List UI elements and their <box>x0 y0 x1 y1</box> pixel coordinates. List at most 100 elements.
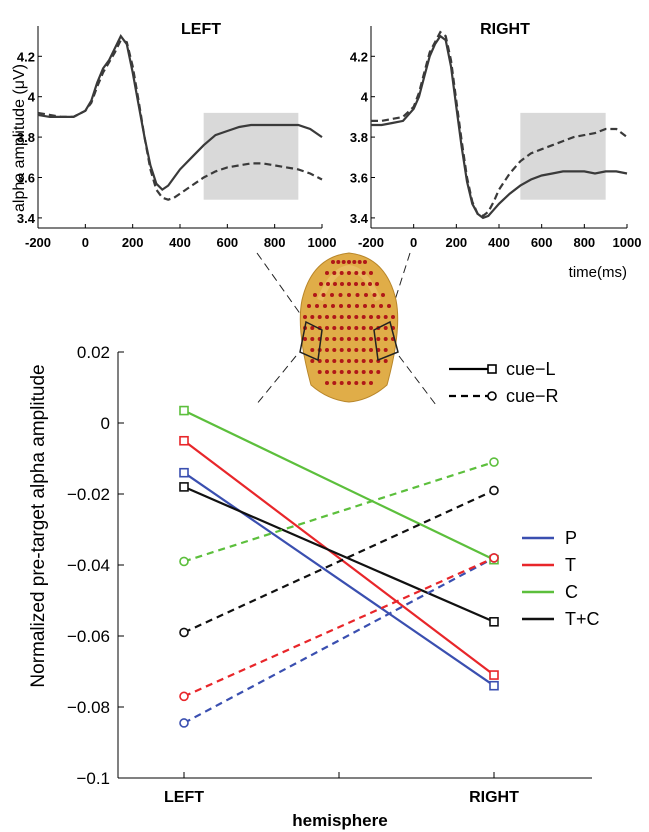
series-line-tplusc-cue-l <box>183 485 495 623</box>
electrode-dot <box>339 370 344 374</box>
x-tick-label: 400 <box>169 235 191 250</box>
electrode-dot <box>355 293 360 297</box>
electrode-dot <box>339 337 344 341</box>
legend-marker-circle <box>487 391 497 401</box>
marker-square <box>179 435 189 446</box>
series-line-tplusc-cue-r <box>183 489 495 634</box>
series-line-t-cue-r <box>183 556 495 698</box>
electrode-dot <box>383 326 388 330</box>
x-tick-label: 800 <box>573 235 595 250</box>
head-electrode-map-icon <box>255 252 437 406</box>
x-tick-label: 600 <box>216 235 238 250</box>
y-tick-label: 4.2 <box>350 49 368 64</box>
marker-square <box>179 482 189 492</box>
electrode-dot <box>332 381 337 385</box>
erp-panel-right: RIGHT time(ms) -200 0 200 400 600 800 1000 3.4 3… <box>350 21 642 281</box>
electrode-dot <box>361 271 366 275</box>
electrode-dot <box>325 271 329 275</box>
marker-circle <box>489 485 499 496</box>
y-tick-label: 3.8 <box>350 130 368 145</box>
electrode-dot <box>338 293 343 297</box>
y-tick-label: 3.6 <box>350 171 368 186</box>
y-tick-label: 3.4 <box>350 211 369 226</box>
x-axis-label-time: time(ms) <box>569 264 627 281</box>
x-tick-label: 1000 <box>308 235 337 250</box>
x-tick-label: 200 <box>445 235 467 250</box>
normalized-alpha-panel: Normalized pre-target alpha amplitude he… <box>28 343 600 830</box>
electrode-dot <box>313 293 317 297</box>
legend-label: C <box>565 582 578 602</box>
electrode-dot <box>354 381 359 385</box>
marker-circle <box>179 627 189 638</box>
electrode-dot <box>364 293 368 297</box>
series-line-dashed <box>37 38 323 201</box>
x-tick-label: -200 <box>25 235 51 250</box>
series-line-c-cue-r <box>183 461 495 563</box>
electrode-dot <box>317 370 322 374</box>
legend-region: PTC T+C <box>522 528 600 629</box>
x-tick-label: 600 <box>531 235 553 250</box>
electrode-dot <box>336 260 341 264</box>
electrode-dot <box>347 260 351 264</box>
electrode-dot <box>361 359 366 363</box>
electrode-dot <box>354 315 359 319</box>
y-tick-label: 4 <box>361 90 369 105</box>
x-tick-label: 0 <box>410 235 417 250</box>
x-tick-label: -200 <box>358 235 384 250</box>
electrode-dot <box>391 315 395 319</box>
series-line-t-cue-l <box>183 439 495 676</box>
electrode-dot <box>323 304 327 308</box>
panel-title-left: LEFT <box>181 21 221 38</box>
electrode-dot <box>383 337 388 341</box>
electrode-dot <box>339 304 343 308</box>
y-tick-label: −0.08 <box>67 698 110 717</box>
x-tick-label: 400 <box>488 235 510 250</box>
electrode-dot <box>369 326 373 330</box>
electrode-dot <box>319 282 323 286</box>
electrode-dot <box>361 370 366 374</box>
electrode-dot <box>347 293 351 297</box>
y-tick-label: −0.04 <box>67 556 110 575</box>
electrode-dot <box>347 315 351 319</box>
electrode-dot <box>383 348 388 352</box>
electrode-dot <box>347 348 351 352</box>
electrode-dot <box>355 304 359 308</box>
y-axis-label-normalized: Normalized pre-target alpha amplitude <box>28 364 49 687</box>
electrode-dot <box>354 348 359 352</box>
electrode-dot <box>361 315 366 319</box>
electrode-dot <box>363 260 367 264</box>
marker-circle <box>179 556 189 567</box>
electrode-dot <box>347 359 351 363</box>
electrode-dot <box>339 359 344 363</box>
highlight-window <box>203 112 299 200</box>
electrode-dot <box>347 370 351 374</box>
marker-circle <box>489 553 499 563</box>
electrode-dot <box>368 282 372 286</box>
electrode-dot <box>363 304 367 308</box>
electrode-dot <box>339 381 344 385</box>
electrode-dot <box>325 359 329 363</box>
electrode-dot <box>347 282 351 286</box>
electrode-dot <box>325 381 329 385</box>
y-tick-label: −0.02 <box>67 485 110 504</box>
electrode-dot <box>361 348 366 352</box>
electrode-dot <box>339 271 344 275</box>
electrode-dot <box>371 304 375 308</box>
legend-label: T <box>565 555 576 575</box>
electrode-dot <box>332 315 337 319</box>
electrode-dot <box>379 304 383 308</box>
electrode-dot <box>361 381 366 385</box>
electrode-dot <box>347 304 351 308</box>
electrode-dot <box>383 315 388 319</box>
electrode-dot <box>354 271 359 275</box>
legend-label: cue−L <box>506 359 556 379</box>
electrode-dot <box>333 282 337 286</box>
electrode-dot <box>310 348 315 352</box>
erp-panel-left: LEFT alpha amplitude (μV) -200 0 200 400 600… <box>11 21 336 250</box>
x-axis-label-hemisphere: hemisphere <box>292 811 387 830</box>
electrode-dot <box>332 359 337 363</box>
electrode-dot <box>352 260 357 264</box>
electrode-dot <box>339 315 344 319</box>
marker-square <box>179 405 189 416</box>
